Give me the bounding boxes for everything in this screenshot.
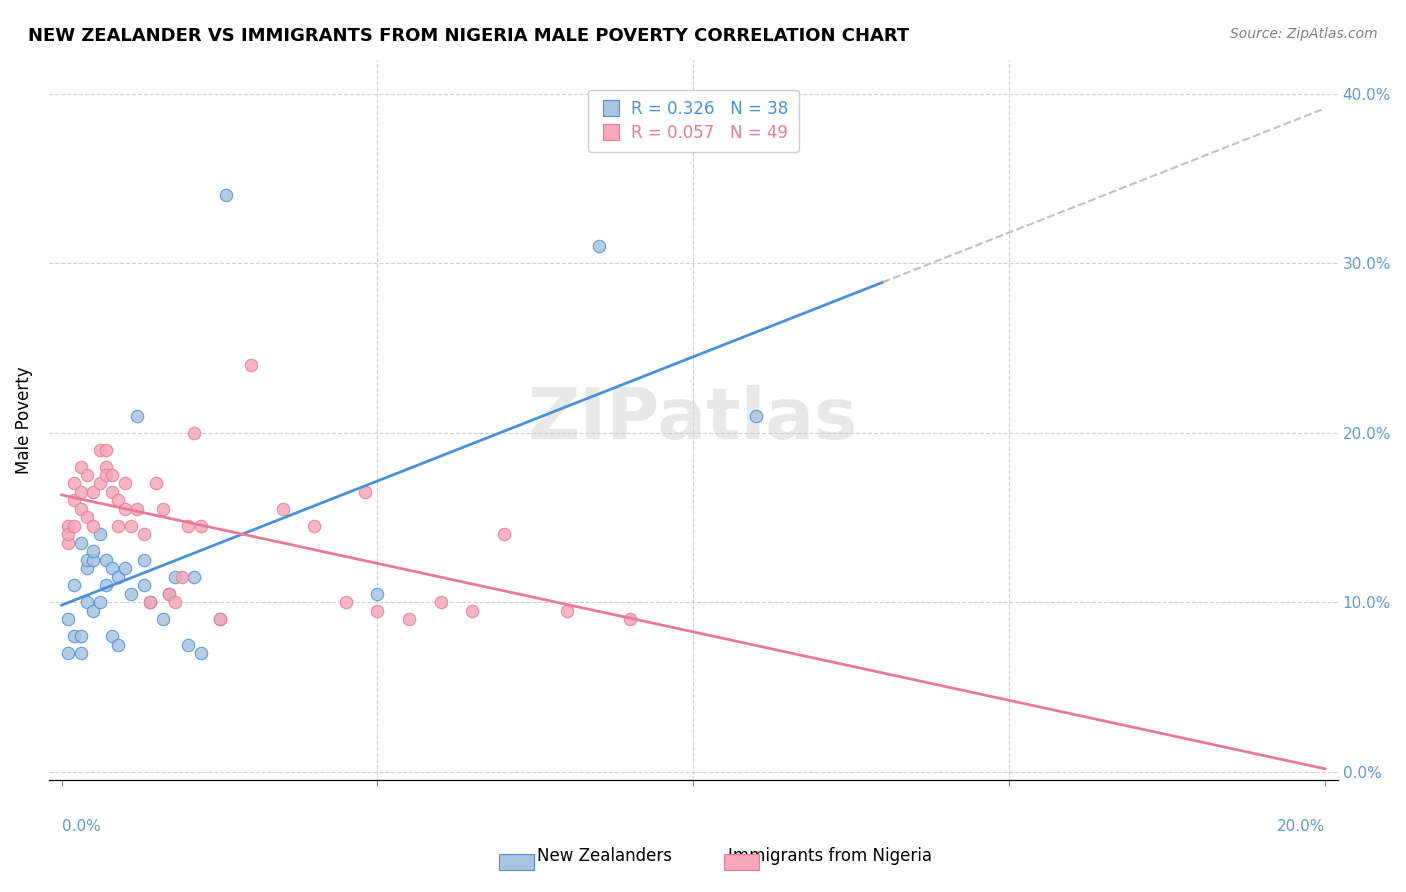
Point [69, 459, 91, 474]
Point [107, 493, 129, 508]
Point [76, 510, 98, 524]
Point [304, 519, 326, 533]
Point [89, 476, 111, 491]
Point [101, 561, 124, 575]
Text: Source: ZipAtlas.com: Source: ZipAtlas.com [1230, 27, 1378, 41]
Point [63, 578, 86, 592]
Point [190, 519, 212, 533]
Text: NEW ZEALANDER VS IMMIGRANTS FROM NIGERIA MALE POVERTY CORRELATION CHART: NEW ZEALANDER VS IMMIGRANTS FROM NIGERIA… [28, 27, 910, 45]
Point [157, 587, 180, 601]
Point [183, 425, 205, 440]
Point [127, 409, 149, 423]
Point [94, 553, 117, 567]
Point [157, 587, 180, 601]
Point [56, 519, 79, 533]
Point [82, 519, 104, 533]
Point [127, 502, 149, 516]
Point [461, 604, 484, 618]
Point [190, 646, 212, 660]
Point [82, 604, 104, 618]
Point [56, 612, 79, 626]
Point [76, 595, 98, 609]
Point [69, 502, 91, 516]
Point [152, 502, 174, 516]
Point [94, 442, 117, 457]
Point [366, 604, 388, 618]
Text: 0.0%: 0.0% [62, 819, 100, 834]
Point [429, 595, 451, 609]
Point [89, 442, 111, 457]
Point [69, 485, 91, 500]
Point [82, 485, 104, 500]
Point [63, 519, 86, 533]
Point [94, 578, 117, 592]
Point [94, 459, 117, 474]
Point [82, 544, 104, 558]
Point [89, 595, 111, 609]
Point [63, 493, 86, 508]
Point [271, 502, 294, 516]
Point [132, 527, 155, 541]
Point [101, 629, 124, 643]
Point [745, 409, 768, 423]
Point [492, 527, 515, 541]
Point [76, 561, 98, 575]
Point [240, 358, 263, 372]
Text: Immigrants from Nigeria: Immigrants from Nigeria [727, 847, 932, 865]
Point [335, 595, 357, 609]
Point [56, 536, 79, 550]
Point [183, 570, 205, 584]
Point [366, 587, 388, 601]
Point [69, 536, 91, 550]
Text: New Zealanders: New Zealanders [537, 847, 672, 865]
Point [215, 188, 238, 202]
Point [177, 638, 200, 652]
Point [152, 612, 174, 626]
Point [132, 553, 155, 567]
Point [107, 570, 129, 584]
Point [555, 604, 578, 618]
Point [208, 612, 231, 626]
Point [398, 612, 420, 626]
Point [56, 527, 79, 541]
Point [177, 519, 200, 533]
Point [76, 468, 98, 483]
Point [69, 646, 91, 660]
Point [82, 553, 104, 567]
Point [132, 578, 155, 592]
Point [208, 612, 231, 626]
Y-axis label: Male Poverty: Male Poverty [15, 366, 32, 474]
Point [76, 553, 98, 567]
Point [63, 476, 86, 491]
Text: 20.0%: 20.0% [1277, 819, 1324, 834]
Point [120, 519, 142, 533]
Point [165, 595, 187, 609]
Point [114, 502, 136, 516]
Point [165, 570, 187, 584]
Point [139, 595, 162, 609]
Point [69, 629, 91, 643]
Point [101, 468, 124, 483]
Point [139, 595, 162, 609]
Text: ZIPatlas: ZIPatlas [529, 385, 859, 454]
Point [145, 476, 167, 491]
Point [94, 468, 117, 483]
Point [588, 239, 610, 253]
Point [89, 527, 111, 541]
Point [114, 476, 136, 491]
Point [107, 519, 129, 533]
Point [114, 561, 136, 575]
Point [353, 485, 375, 500]
Point [120, 587, 142, 601]
Point [170, 570, 193, 584]
Point [101, 485, 124, 500]
Point [619, 612, 641, 626]
Point [107, 638, 129, 652]
Point [56, 646, 79, 660]
Point [63, 629, 86, 643]
Legend: R = 0.326   N = 38, R = 0.057   N = 49: R = 0.326 N = 38, R = 0.057 N = 49 [588, 89, 799, 153]
